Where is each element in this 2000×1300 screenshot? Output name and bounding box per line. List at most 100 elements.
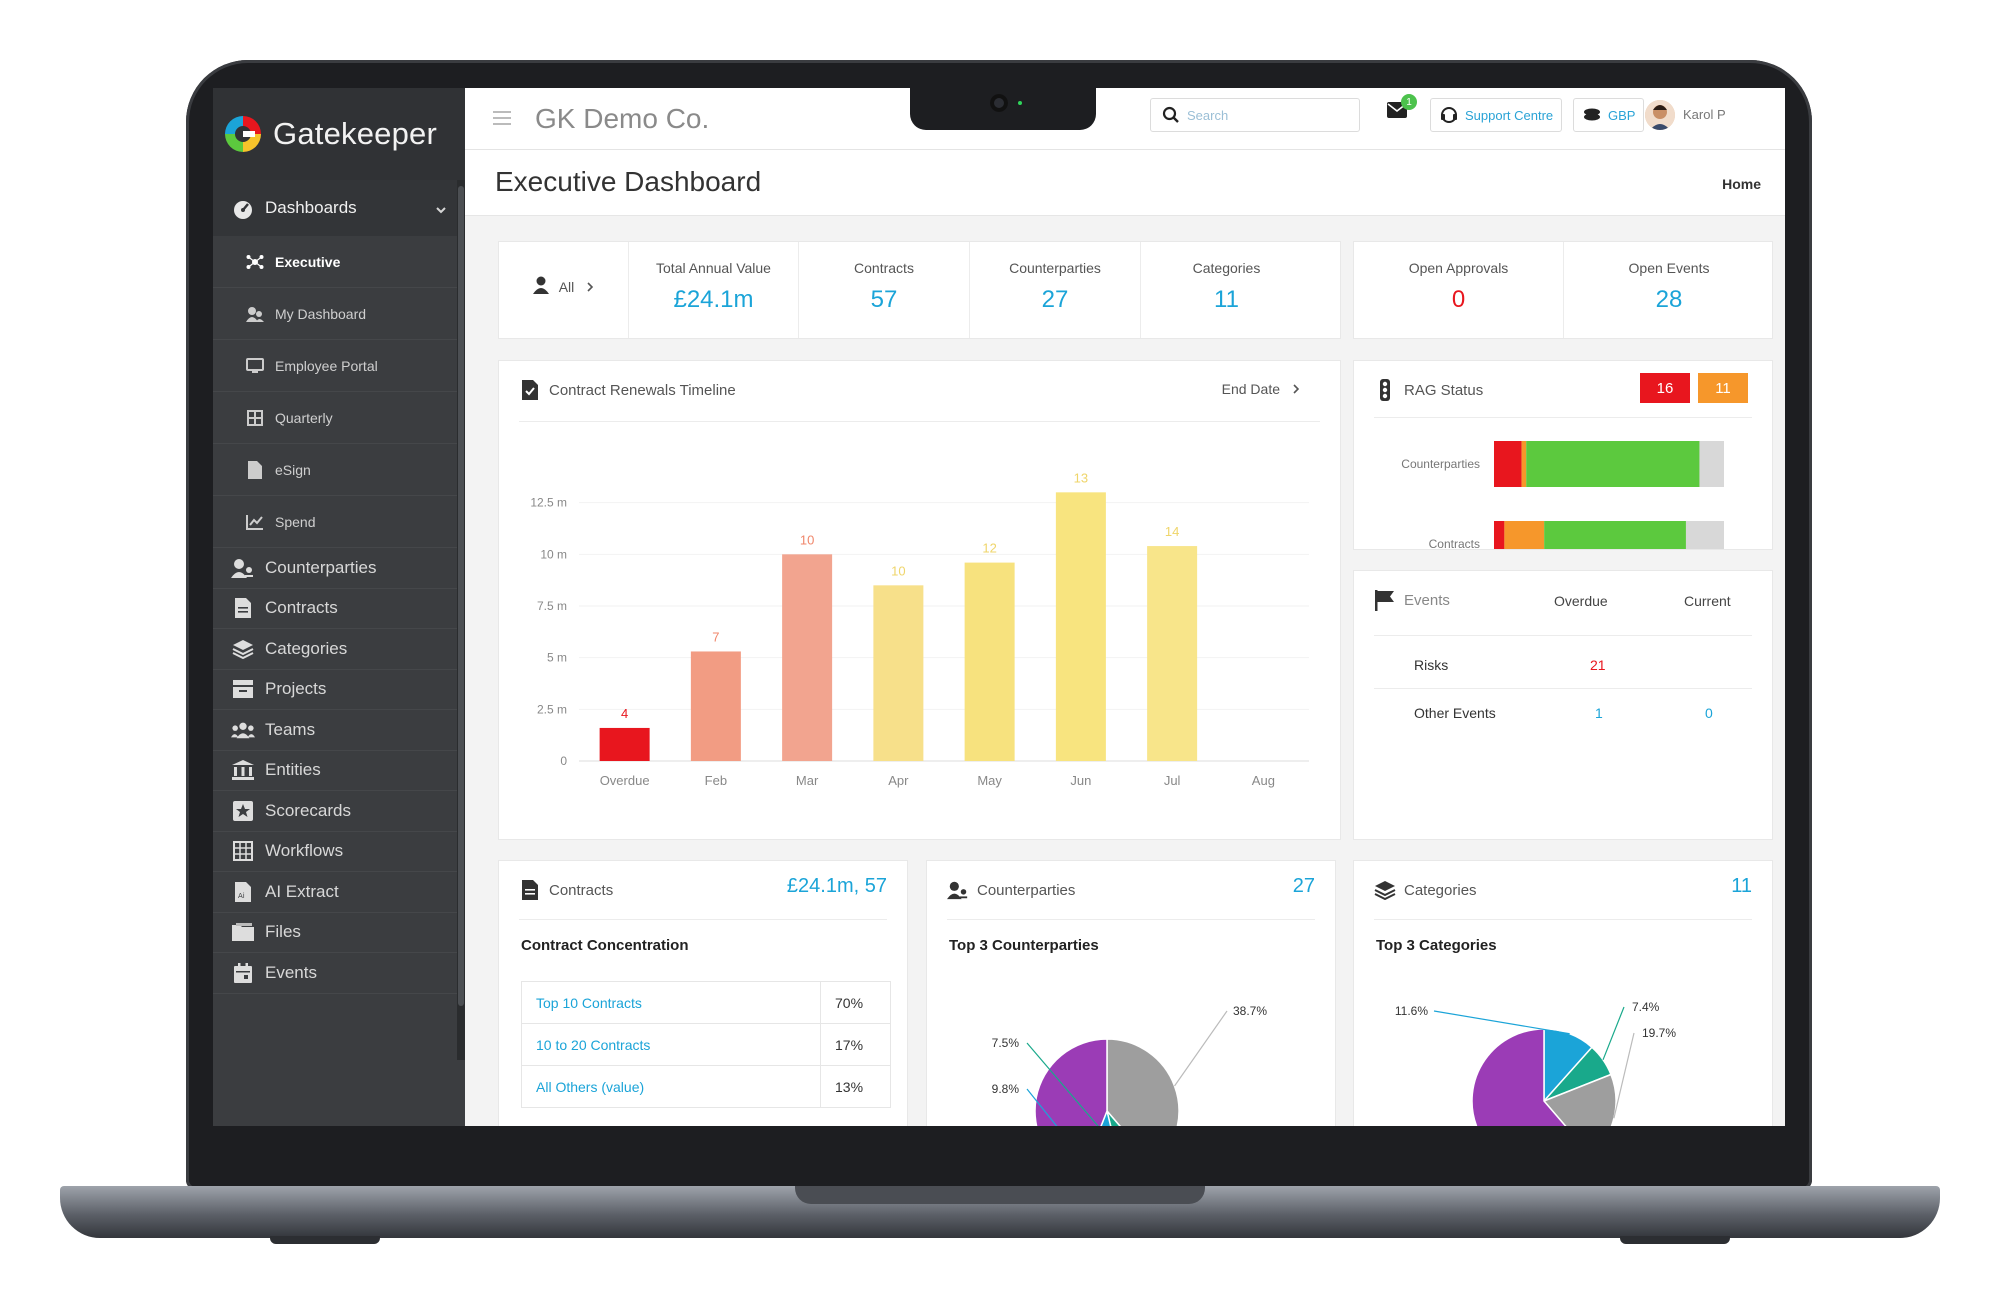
table-row[interactable]: All Others (value) 13% — [521, 1065, 891, 1108]
sidebar-item-events[interactable]: Events — [213, 953, 465, 994]
event-current[interactable]: 0 — [1705, 705, 1713, 721]
sidebar-item-entities[interactable]: Entities — [213, 751, 465, 791]
brand[interactable]: Gatekeeper — [213, 88, 465, 180]
categories-pie-chart: 11.6% 7.4% 19.7% — [1395, 1000, 1676, 1126]
events-card: Events Overdue Current Risks 21 Other Ev… — [1353, 570, 1773, 840]
card-title: Counterparties — [947, 879, 1075, 901]
currency-selector[interactable]: GBP — [1573, 98, 1645, 132]
bar-feb[interactable] — [690, 651, 741, 761]
event-overdue[interactable]: 21 — [1590, 657, 1606, 673]
chevron-right-icon — [586, 279, 594, 295]
events-row-risks[interactable]: Risks 21 — [1374, 641, 1752, 689]
sidebar-item-executive[interactable]: Executive — [213, 236, 465, 288]
rag-segment[interactable] — [1504, 521, 1545, 549]
owner-filter[interactable]: All — [499, 242, 629, 338]
pie-label: 7.5% — [992, 1036, 1020, 1050]
row-label[interactable]: Top 10 Contracts — [521, 981, 821, 1024]
sidebar-item-counterparties[interactable]: Counterparties — [213, 548, 465, 589]
bar-mar[interactable] — [782, 554, 833, 761]
table-row[interactable]: 10 to 20 Contracts 17% — [521, 1023, 891, 1066]
pie-slice[interactable] — [1471, 1028, 1591, 1126]
sidebar-item-files[interactable]: Files — [213, 913, 465, 953]
sidebar-item-quarterly[interactable]: Quarterly — [213, 392, 465, 444]
stat-contracts[interactable]: Contracts 57 — [799, 242, 970, 338]
end-date-sort[interactable]: End Date — [1222, 381, 1300, 397]
table-row[interactable]: Top 10 Contracts 70% — [521, 981, 891, 1024]
search-placeholder: Search — [1187, 107, 1229, 123]
row-pct: 70% — [820, 981, 891, 1024]
card-title: Contracts — [519, 879, 613, 901]
rag-segment[interactable] — [1526, 441, 1700, 487]
bar-data-label: 7 — [712, 629, 719, 644]
sidebar-item-spend[interactable]: Spend — [213, 496, 465, 548]
x-tick-label: May — [977, 773, 1002, 788]
user-icon — [532, 276, 549, 297]
stat-open-events[interactable]: Open Events 28 — [1564, 242, 1774, 338]
bar-jul[interactable] — [1147, 546, 1198, 761]
bar-overdue[interactable] — [599, 727, 650, 761]
sidebar-item-teams[interactable]: Teams — [213, 710, 465, 751]
y-tick-label: 7.5 m — [537, 599, 567, 613]
sidebar-item-my-dashboard[interactable]: My Dashboard — [213, 288, 465, 340]
rag-segment[interactable] — [1699, 441, 1724, 487]
sidebar-item-projects[interactable]: Projects — [213, 670, 465, 710]
stat-categories[interactable]: Categories 11 — [1141, 242, 1312, 338]
stat-total-annual-value[interactable]: Total Annual Value £24.1m — [629, 242, 799, 338]
sidebar-item-contracts[interactable]: Contracts — [213, 589, 465, 629]
contract-renewals-card: Contract Renewals Timeline End Date 0 2.5… — [498, 360, 1341, 840]
sidebar-item-label: Entities — [265, 760, 321, 780]
bar-data-label: 10 — [800, 532, 814, 547]
bar-may[interactable] — [964, 562, 1015, 761]
app-screen: Gatekeeper Dashboards Executive My Dashbo… — [213, 88, 1785, 1126]
stat-label: Categories — [1192, 260, 1261, 276]
sidebar-item-scorecards[interactable]: Scorecards — [213, 791, 465, 832]
sidebar-group-label: Dashboards — [265, 198, 357, 217]
brand-name: Gatekeeper — [273, 116, 437, 151]
sidebar-group-dashboards[interactable]: Dashboards — [213, 180, 465, 236]
rag-segment[interactable] — [1521, 441, 1527, 487]
sidebar-item-label: Contracts — [265, 598, 338, 618]
sidebar-item-esign[interactable]: eSign — [213, 444, 465, 496]
avatar[interactable] — [1645, 100, 1675, 130]
hamburger-menu-icon[interactable] — [493, 110, 511, 131]
events-row-other[interactable]: Other Events 1 0 — [1374, 689, 1752, 737]
col-overdue: Overdue — [1554, 593, 1608, 609]
contracts-summary[interactable]: £24.1m, 57 — [786, 875, 887, 897]
sidebar-item-label: Spend — [275, 513, 316, 530]
categories-count[interactable]: 11 — [1731, 875, 1752, 897]
stat-counterparties[interactable]: Counterparties 27 — [970, 242, 1141, 338]
rag-segment[interactable] — [1494, 441, 1522, 487]
y-tick-label: 0 — [560, 754, 567, 768]
support-centre-button[interactable]: Support Centre — [1430, 98, 1563, 132]
card-title: RAG Status — [1374, 379, 1483, 401]
stat-open-approvals[interactable]: Open Approvals 0 — [1354, 242, 1564, 338]
pie-slice[interactable] — [1080, 1108, 1124, 1126]
rag-segment[interactable] — [1494, 521, 1505, 549]
categories-card: Categories 11 Top 3 Categories 11.6% 7.4%… — [1353, 860, 1773, 1126]
workflow-icon — [231, 839, 255, 863]
sidebar-item-categories[interactable]: Categories — [213, 629, 465, 670]
row-label[interactable]: All Others (value) — [521, 1065, 821, 1108]
bar-jun[interactable] — [1055, 492, 1106, 761]
ai-document-icon: Ai — [231, 880, 255, 904]
rag-amber-badge[interactable]: 11 — [1698, 373, 1748, 403]
rag-red-badge[interactable]: 16 — [1640, 373, 1690, 403]
event-overdue[interactable]: 1 — [1595, 705, 1603, 721]
rag-segment[interactable] — [1685, 521, 1724, 549]
sidebar-item-ai-extract[interactable]: Ai AI Extract — [213, 872, 465, 913]
user-name[interactable]: Karol P — [1683, 107, 1726, 122]
bar-apr[interactable] — [873, 585, 924, 761]
rag-segment[interactable] — [1544, 521, 1686, 549]
breadcrumb[interactable]: Home — [1722, 176, 1761, 192]
sidebar-item-workflows[interactable]: Workflows — [213, 832, 465, 872]
sidebar-scrollbar-thumb[interactable] — [458, 186, 464, 1006]
sidebar-item-label: Workflows — [265, 841, 344, 861]
search-input[interactable]: Search — [1150, 98, 1360, 132]
pie-leader-line — [1433, 1010, 1570, 1035]
row-label[interactable]: 10 to 20 Contracts — [521, 1023, 821, 1066]
sidebar-item-employee-portal[interactable]: Employee Portal — [213, 340, 465, 392]
divider — [519, 421, 1320, 422]
counterparties-count[interactable]: 27 — [1292, 875, 1315, 897]
pie-slice[interactable] — [1106, 1038, 1180, 1126]
pie-slice[interactable] — [1034, 1038, 1108, 1126]
